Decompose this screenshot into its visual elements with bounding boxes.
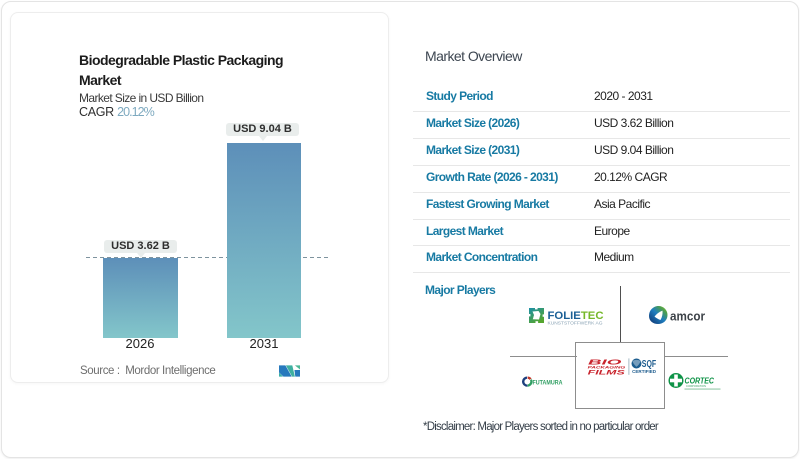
svg-text:CORPORATION: CORPORATION: [686, 383, 706, 387]
svg-text:KUNSTSTOFFWERK AG: KUNSTSTOFFWERK AG: [547, 321, 602, 326]
svg-text:CORTEC: CORTEC: [685, 375, 715, 385]
svg-text:CERTIFIED: CERTIFIED: [632, 369, 656, 374]
svg-text:FOLIETEC: FOLIETEC: [547, 310, 603, 322]
svg-text:PACKAGING: PACKAGING: [588, 364, 626, 369]
svg-text:BIO: BIO: [588, 357, 622, 366]
svg-text:amcor: amcor: [670, 310, 705, 324]
svg-text:SQF: SQF: [642, 358, 657, 370]
svg-text:FILMS: FILMS: [588, 370, 626, 375]
svg-text:FUTAMURA: FUTAMURA: [532, 379, 562, 386]
